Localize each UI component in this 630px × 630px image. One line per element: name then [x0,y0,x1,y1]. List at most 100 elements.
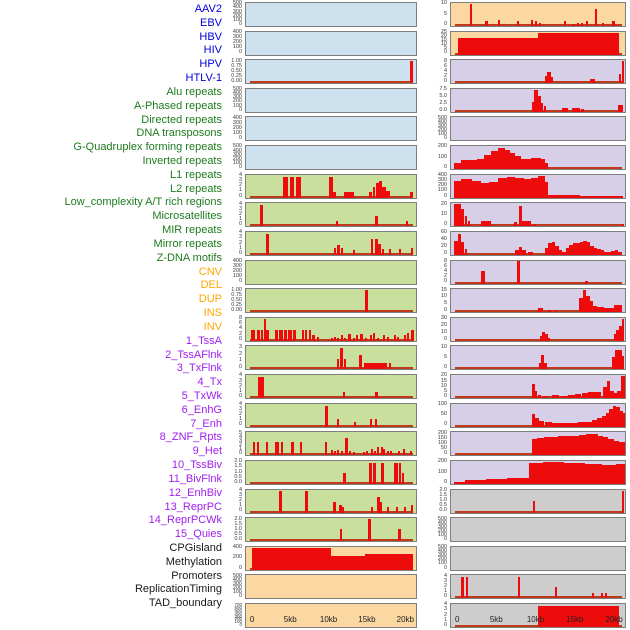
left-chart-6 [245,145,417,171]
row-label-ins: INS [203,307,222,320]
right-chart-18-ytick: 0.5 [439,502,447,509]
right-chart-19 [450,517,626,543]
left-chart-8 [245,202,417,228]
left-chart-19-ytick: 0.0 [234,535,242,542]
left-chart-7-ytick: 3 [238,177,242,184]
right-chart-12-bar [542,332,545,341]
left-chart-19-ytick: 1.0 [234,525,242,532]
right-chart-15-bar [602,416,606,427]
right-chart-14-bar [567,394,575,399]
right-chart-5-ytick: 300 [437,123,447,129]
left-chart-16-bar [280,442,283,456]
left-chart-6-ytick: 400 [232,147,242,154]
right-chart-2-bar [457,38,538,55]
left-chart-12-bar [376,337,379,341]
left-chart-7-ytick: 1 [238,187,242,194]
right-chart-3 [450,59,626,85]
left-chart-7-ytick: 2 [238,182,242,189]
left-x-axis-tick-0: 0 [249,615,255,624]
right-chart-7-bar [538,176,545,198]
row-label-5-txwk: 5_TxWk [181,389,222,402]
right-chart-14-ytick: 15 [440,377,447,384]
row-label-tad-boundary: TAD_boundary [148,597,222,610]
left-chart-16-bar [386,451,389,456]
left-chart-16-bar [390,451,393,456]
left-chart-21-ytick: 200 [232,585,242,592]
right-chart-9-bar [548,243,552,255]
left-chart-12-bar [393,335,396,341]
left-chart-15-bar [369,418,373,427]
left-chart-3-ytick: 1.00 [231,57,242,64]
left-chart-11-ytick: 0.25 [231,301,242,308]
right-chart-16-ytick: 0 [443,450,447,457]
right-chart-9-bar [461,242,465,255]
right-chart-11-bar [582,290,587,313]
left-chart-1-ytick: 500 [232,0,242,7]
right-chart-17-bar [506,478,530,484]
left-chart-14-ytick: 0 [238,392,242,399]
left-chart-12-bar [352,337,355,341]
left-chart-19-ytick: 2.0 [234,515,242,522]
row-label-13-reprpc: 13_ReprPC [164,500,222,513]
left-chart-14-ytick: 2 [238,382,242,389]
right-chart-19-ytick: 500 [437,515,447,522]
right-chart-7-bar [471,181,481,198]
left-chart-11-ytick: 0.50 [231,296,242,303]
right-chart-14-bar [606,380,611,399]
row-label-14-reprpcwk: 14_ReprPCWk [148,514,222,527]
right-chart-4-bar [531,101,535,112]
right-chart-19-ytick: 0 [443,535,447,542]
right-chart-12-ytick: 30 [440,315,447,322]
right-chart-7-ytick: 400 [437,172,447,179]
right-chart-15-ytick: 0 [443,421,447,428]
right-chart-8-bar [457,204,462,227]
left-chart-10-ytick: 200 [232,268,242,275]
row-label-cnv: CNV [198,265,222,278]
right-chart-14-bar [538,394,542,399]
left-chart-9-bar [375,238,378,255]
right-chart-17-ytick: 200 [437,458,447,465]
row-label-4-tx: 4_Tx [197,376,222,389]
right-chart-15-bar [544,422,552,427]
row-label-inv: INV [203,320,222,333]
row-label-8-znf-rpts: 8_ZNF_Rpts [159,431,222,444]
right-chart-13-ytick: 10 [440,343,447,350]
right-chart-3-ytick: 2 [443,72,447,79]
right-chart-4-ytick: 5.0 [439,93,447,100]
right-chart-6-bar [497,148,505,170]
left-chart-16-bar [370,448,373,456]
right-chart-14-bar [574,393,582,399]
right-chart-9-bar [597,249,601,255]
right-x-axis-tick-5kb: 5kb [489,615,503,624]
left-chart-6-ytick: 500 [232,143,242,150]
left-chart-16-bar [324,442,327,456]
right-chart-9-bar [527,251,533,255]
right-chart-6-ytick: 100 [437,153,447,160]
right-chart-22-ytick: 3 [443,606,447,613]
right-chart-5 [450,116,626,142]
right-chart-2-ytick: 0 [443,49,447,56]
left-chart-7-bar [343,191,354,198]
right-chart-18 [450,488,626,514]
right-chart-10-baseline [455,281,622,284]
right-chart-22-bar [538,605,620,628]
right-chart-6-bar [477,158,485,170]
right-x-axis-tick-10kb: 10kb [526,615,545,624]
right-chart-13-bar [618,349,623,370]
row-label-low-complexity-a-t-rich-regions: Low_complexity A/T rich regions [64,196,222,209]
left-chart-21-ytick: 100 [232,589,242,596]
left-chart-17-bar [401,473,405,484]
right-chart-8-bar [461,209,465,227]
right-chart-15 [450,402,626,428]
right-chart-19-ytick: 100 [437,531,447,538]
right-chart-8-ytick: 20 [440,200,447,207]
left-chart-12-bar [288,330,292,341]
left-chart-16-bar [352,451,355,456]
left-chart-22-ytick: 500 [234,607,242,613]
row-label-a-phased-repeats: A-Phased repeats [133,99,222,112]
right-chart-6-bar [520,158,526,170]
right-chart-5-ytick: 0 [443,135,447,142]
right-chart-14-bar [581,393,589,399]
right-chart-12-bar [613,333,617,341]
left-chart-14-bar [258,376,265,399]
